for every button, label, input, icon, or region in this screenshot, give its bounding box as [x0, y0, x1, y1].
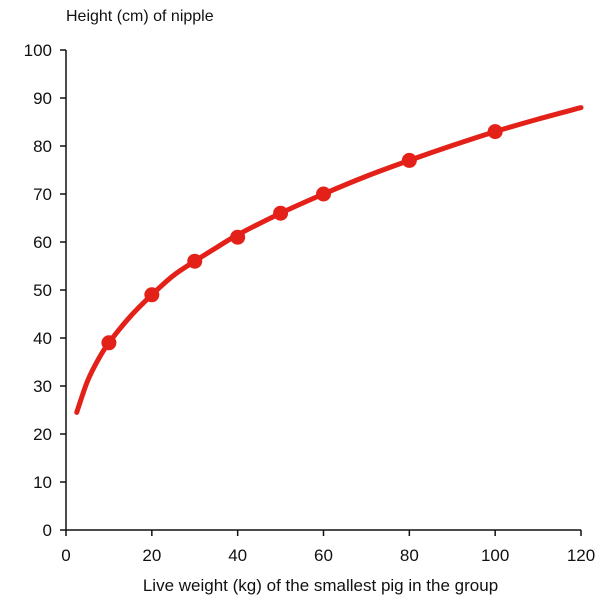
y-tick-label: 80: [33, 137, 52, 156]
series-group: [74, 105, 584, 415]
x-axis-label: Live weight (kg) of the smallest pig in …: [142, 576, 499, 595]
x-tick-label: 40: [228, 546, 247, 565]
x-tick-label: 0: [61, 546, 70, 565]
data-point: [144, 287, 160, 303]
y-tick-label: 0: [43, 521, 52, 540]
y-tick-label: 20: [33, 425, 52, 444]
data-point: [101, 335, 117, 351]
y-tick-label: 50: [33, 281, 52, 300]
y-tick-label: 70: [33, 185, 52, 204]
data-point: [273, 205, 289, 221]
y-tick-label: 10: [33, 473, 52, 492]
y-tick-label: 100: [24, 41, 52, 60]
axes: [65, 50, 581, 531]
data-point: [187, 253, 203, 269]
x-tick-label: 120: [567, 546, 595, 565]
x-tick-label: 20: [142, 546, 161, 565]
y-tick-label: 40: [33, 329, 52, 348]
x-tick-label: 60: [314, 546, 333, 565]
y-ticks: 0 10 20 30 40 50 60 70 80 90 100: [24, 41, 66, 540]
data-point: [487, 124, 503, 140]
y-tick-label: 90: [33, 89, 52, 108]
y-axis-label: Height (cm) of nipple: [66, 8, 214, 25]
y-tick-label: 60: [33, 233, 52, 252]
x-tick-label: 100: [481, 546, 509, 565]
data-point: [316, 186, 331, 202]
data-point: [230, 229, 246, 245]
data-point: [401, 152, 417, 168]
series-line: [74, 105, 584, 415]
x-tick-label: 80: [400, 546, 419, 565]
x-ticks: 0 20 40 60 80 100 120: [61, 530, 595, 565]
y-tick-label: 30: [33, 377, 52, 396]
